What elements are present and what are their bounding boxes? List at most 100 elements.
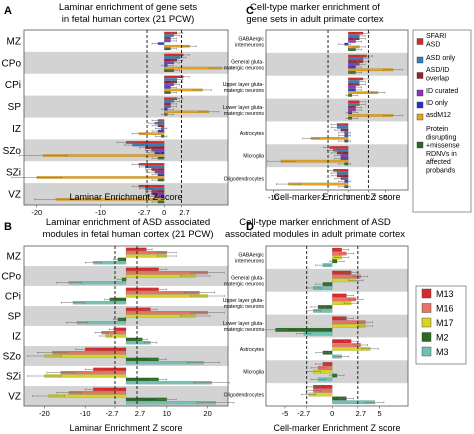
x-tick-label: 2.7 xyxy=(356,409,366,418)
panel-title-line: associated modules in adult primate cort… xyxy=(225,229,405,240)
category-label: CPi xyxy=(5,80,21,91)
x-axis-label: Cell-marker Enrichment Z score xyxy=(273,192,400,202)
panel-title-line: Laminar enrichment of gene sets xyxy=(59,2,198,13)
x-tick-label: -2.7 xyxy=(319,193,332,202)
category-label: matergic neurons xyxy=(224,88,264,94)
category-label: matergic neurons xyxy=(224,281,264,287)
x-tick-label: 2.7 xyxy=(179,208,189,217)
legend-swatch xyxy=(416,72,424,79)
legend-swatch xyxy=(416,113,424,121)
category-label: SP xyxy=(8,312,22,323)
x-tick-label: -2.7 xyxy=(106,409,119,418)
legend-swatch xyxy=(416,38,424,45)
panel-title-line: Laminar enrichment of ASD associated xyxy=(46,217,210,228)
x-tick-label: 0 xyxy=(162,208,166,217)
legend-label: disrupting xyxy=(426,134,456,141)
category-label: matergic neurons xyxy=(224,111,264,117)
category-label: CPo xyxy=(2,272,22,283)
category-label: SZo xyxy=(3,352,22,363)
category-label: IZ xyxy=(12,124,21,135)
category-label: CPi xyxy=(5,292,21,303)
category-label: IZ xyxy=(12,332,21,343)
legend-label: M16 xyxy=(436,304,454,314)
x-tick-label: 2.7 xyxy=(135,409,145,418)
category-label: Oligodendrocytes xyxy=(224,177,265,183)
x-tick-label: 5 xyxy=(378,409,382,418)
legend-label: ASD/ID xyxy=(426,67,449,74)
category-label: interneurons xyxy=(235,258,264,264)
legend-label: ASD only xyxy=(426,55,456,62)
x-tick-label: 20 xyxy=(203,409,211,418)
legend-label: Protein xyxy=(426,126,448,133)
x-tick-label: 0 xyxy=(346,193,350,202)
x-axis-label: Laminar Enrichment Z score xyxy=(69,192,182,202)
plot-frame xyxy=(265,29,409,191)
plot-frame xyxy=(265,245,409,407)
legend-swatch xyxy=(421,288,432,299)
category-label: MZ xyxy=(7,36,21,47)
panel-title-line: gene sets in adult primate cortex xyxy=(246,14,384,25)
x-tick-label: -2.7 xyxy=(297,409,310,418)
category-label: matergic neurons xyxy=(224,327,264,333)
legend-label: M2 xyxy=(436,333,449,343)
category-label: General gluta- xyxy=(231,59,264,65)
shaded-row-band xyxy=(24,51,228,74)
panel-title-line: modules in fetal human cortex (21 PCW) xyxy=(42,229,213,240)
category-label: interneurons xyxy=(235,42,264,48)
legend-swatch xyxy=(416,56,424,64)
legend-label: overlap xyxy=(426,75,449,82)
panel-letter: C xyxy=(246,5,254,17)
legend-label: asdM12 xyxy=(426,112,451,119)
panel-title-line: Cell-type marker enrichment of xyxy=(250,2,380,13)
x-tick-label: -10 xyxy=(80,409,91,418)
x-axis-label: Laminar Enrichment Z score xyxy=(69,423,182,433)
category-label: VZ xyxy=(8,190,21,201)
category-label: Lower layer gluta- xyxy=(223,105,265,111)
legend-label: ID curated xyxy=(426,88,458,95)
legend-label: ID only xyxy=(426,100,448,107)
x-tick-label: 10 xyxy=(163,409,171,418)
x-tick-label: 0 xyxy=(330,409,334,418)
legend-label: affected xyxy=(426,159,451,166)
shaded-row-band xyxy=(266,52,408,76)
panel-title-line: Cell-type marker enrichment of ASD xyxy=(239,217,391,228)
legend-modules: M13 M16 M17 M2 M3 xyxy=(415,285,467,365)
legend-label: RDNVs in xyxy=(426,151,457,158)
legend-swatch xyxy=(421,346,432,357)
category-label: Microglia xyxy=(243,370,264,376)
panel-title-line: in fetal human cortex (21 PCW) xyxy=(62,14,195,25)
x-axis-label: Cell-marker Enrichment Z score xyxy=(273,423,400,433)
plot-frame xyxy=(23,245,229,407)
category-label: MZ xyxy=(7,252,21,263)
legend-label: SFARI xyxy=(426,33,446,40)
category-label: SZi xyxy=(6,168,21,179)
legend-swatch xyxy=(416,141,424,149)
category-label: VZ xyxy=(8,392,21,403)
legend-swatch xyxy=(421,317,432,328)
category-label: GABAergic xyxy=(238,252,264,258)
category-label: Astrocytes xyxy=(240,347,265,353)
shaded-row-band xyxy=(266,360,408,384)
legend-swatch xyxy=(416,101,424,109)
x-tick-label: -20 xyxy=(31,208,42,217)
category-label: SZi xyxy=(6,372,21,383)
legend-label: M13 xyxy=(436,289,454,299)
category-label: Astrocytes xyxy=(240,131,265,137)
legend-swatch xyxy=(421,332,432,342)
x-tick-label: -10 xyxy=(268,193,279,202)
category-label: CPo xyxy=(2,58,22,69)
shaded-row-band xyxy=(266,98,408,122)
category-label: Oligodendrocytes xyxy=(224,393,265,399)
legend-label: probands xyxy=(426,168,456,175)
legend-label: ASD xyxy=(426,41,440,48)
panel-letter: A xyxy=(4,5,12,17)
x-tick-label: 2.7 xyxy=(366,193,376,202)
category-label: matergic neurons xyxy=(224,304,264,310)
panel-letter: D xyxy=(246,221,254,233)
category-label: Lower layer gluta- xyxy=(223,321,265,327)
